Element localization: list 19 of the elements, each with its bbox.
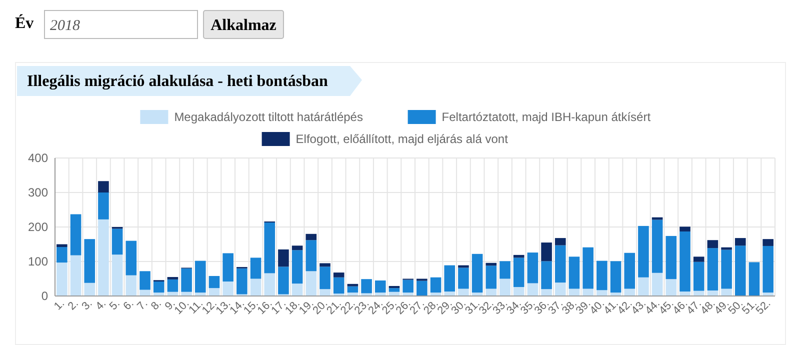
y-tick-label: 300 xyxy=(28,186,48,200)
x-tick-label: 7. xyxy=(135,298,150,313)
x-tick-label: 52. xyxy=(754,298,774,317)
x-tick-label: 3. xyxy=(80,298,95,313)
legend-label: Elfogott, előállított, majd eljárás alá vont xyxy=(296,132,509,146)
legend-label: Megakadályozott tiltott határátlépés xyxy=(174,110,363,124)
legend-label: Feltartóztatott, majd IBH-kapun átkísért xyxy=(442,110,652,124)
x-tick-label: 8. xyxy=(148,298,164,313)
y-tick-label: 200 xyxy=(28,220,48,234)
x-tick-label: 2. xyxy=(66,298,81,313)
y-tick-label: 0 xyxy=(41,289,48,303)
x-tick-label: 1. xyxy=(52,298,68,313)
x-tick-label: 4. xyxy=(94,298,109,313)
y-tick-label: 100 xyxy=(28,254,48,268)
x-tick-label: 5. xyxy=(107,298,122,313)
y-tick-label: 400 xyxy=(28,151,48,165)
chart-title: Illegális migráció alakulása - heti bontásban xyxy=(27,73,328,90)
x-tick-label: 6. xyxy=(121,298,136,313)
year-form: Év 2018 Alkalmaz xyxy=(15,10,284,39)
